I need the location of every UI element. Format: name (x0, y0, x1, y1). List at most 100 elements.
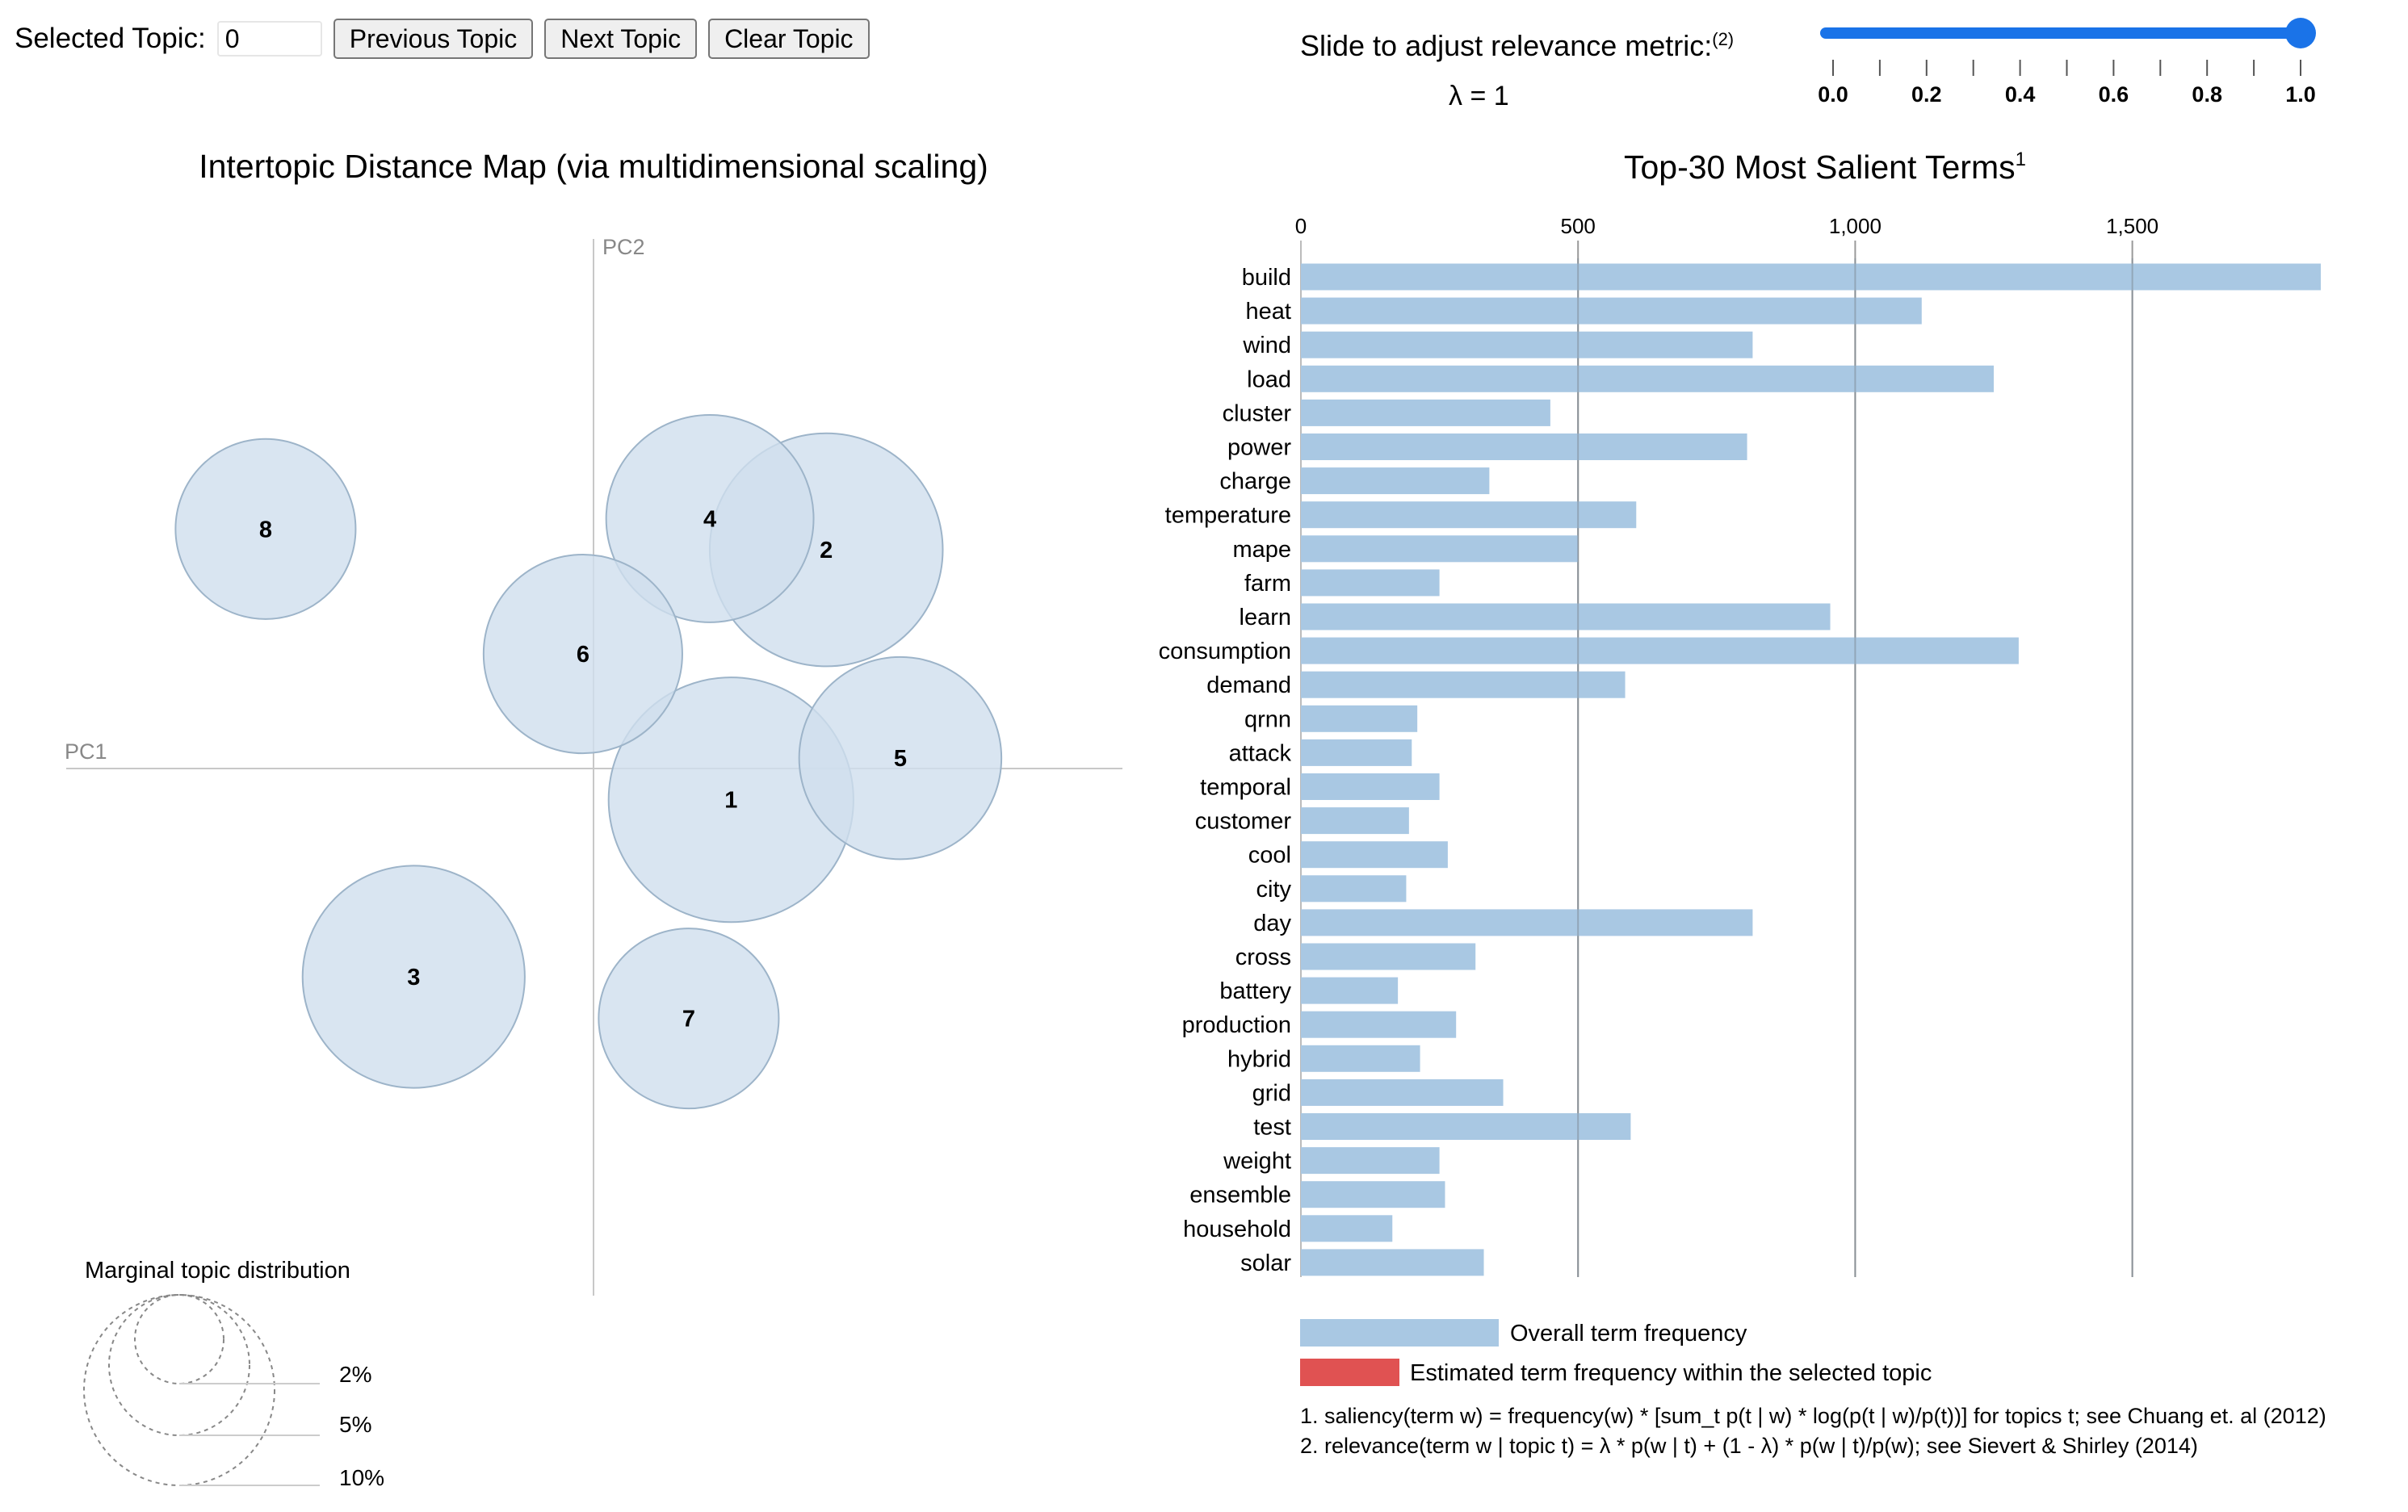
term-label: customer (1195, 809, 1292, 835)
term-label: learn (1240, 605, 1292, 630)
term-bar[interactable] (1301, 637, 2019, 664)
term-label: test (1253, 1115, 1291, 1141)
term-bar[interactable] (1301, 1045, 1420, 1072)
term-bar[interactable] (1301, 739, 1412, 766)
term-bar[interactable] (1301, 875, 1407, 903)
legend-selected-swatch (1300, 1359, 1399, 1386)
term-bar[interactable] (1301, 467, 1490, 495)
x-tick-label: 1,500 (2106, 214, 2158, 238)
x-tick-label: 500 (1561, 214, 1596, 238)
clear-topic-button[interactable]: Clear Topic (708, 19, 870, 59)
term-label: cool (1248, 843, 1291, 869)
term-label: grid (1252, 1080, 1291, 1106)
term-bar[interactable] (1301, 297, 1922, 325)
marginal-circle-10pct (83, 1294, 275, 1486)
term-bar[interactable] (1301, 365, 1995, 392)
term-bar[interactable] (1301, 263, 2321, 291)
slider-title: Slide to adjust relevance metric:(2) (1300, 29, 1734, 63)
legend-overall-label: Overall term frequency (1510, 1321, 1747, 1347)
term-label: ensemble (1189, 1183, 1291, 1208)
topic-circle[interactable] (174, 438, 357, 620)
term-bar[interactable] (1301, 909, 1753, 936)
term-bar[interactable] (1301, 807, 1409, 835)
term-bar[interactable] (1301, 1113, 1631, 1140)
slider-title-sup: (2) (1712, 29, 1735, 49)
term-label: cluster (1223, 400, 1292, 426)
term-label: city (1256, 877, 1292, 903)
slider-tick-label: 0.0 (1818, 82, 1848, 107)
term-bar[interactable] (1301, 841, 1448, 869)
term-bar[interactable] (1301, 773, 1440, 800)
topic-bubble[interactable]: 3 (301, 865, 526, 1089)
term-bar[interactable] (1301, 977, 1399, 1004)
topic-circle[interactable] (301, 865, 526, 1089)
term-bar[interactable] (1301, 535, 1579, 563)
topic-circle[interactable] (482, 554, 683, 755)
selected-topic-input[interactable] (216, 21, 322, 57)
term-label: power (1227, 435, 1291, 461)
next-topic-button[interactable]: Next Topic (544, 19, 698, 59)
marginal-legend: 2% 5% 10% (83, 1294, 384, 1490)
term-bar[interactable] (1301, 569, 1440, 597)
topic-bubble[interactable]: 6 (482, 554, 683, 755)
term-bar[interactable] (1301, 331, 1753, 358)
term-bar[interactable] (1301, 501, 1637, 529)
term-bars: 0 500 1,000 1,500 build heat wind load cluster po… (1159, 214, 2321, 1277)
topic-label: 2 (820, 538, 833, 563)
term-bar[interactable] (1301, 1147, 1440, 1175)
topic-circle[interactable] (605, 413, 815, 623)
topic-bubble[interactable]: 4 (605, 413, 815, 623)
term-label: temperature (1165, 503, 1291, 529)
term-bar[interactable] (1301, 1249, 1484, 1276)
term-label: demand (1206, 672, 1291, 698)
pc2-label: PC2 (602, 235, 645, 259)
topic-label: 6 (577, 642, 589, 668)
term-bar[interactable] (1301, 1079, 1504, 1106)
term-bar[interactable] (1301, 399, 1550, 426)
intertopic-distance-map: Intertopic Distance Map (via multidimens… (65, 148, 1122, 1490)
lambda-slider-track[interactable] (1820, 27, 2300, 39)
marginal-circle-5pct (108, 1294, 250, 1436)
term-label: battery (1219, 978, 1291, 1004)
topic-bubbles: 1 2 3 4 5 6 7 8 (174, 413, 1003, 1110)
legend-overall-swatch (1300, 1319, 1499, 1347)
term-bar[interactable] (1301, 433, 1747, 460)
term-label: cross (1235, 944, 1291, 970)
lambda-slider-thumb[interactable] (2285, 18, 2316, 48)
term-label: hybrid (1227, 1046, 1291, 1072)
topic-label: 7 (682, 1007, 695, 1032)
slider-ticks: 0.0 0.2 0.4 0.6 0.8 1.0 (1818, 60, 2316, 107)
term-bar[interactable] (1301, 1215, 1393, 1242)
topic-bubble[interactable]: 7 (598, 928, 780, 1110)
term-label: build (1242, 265, 1291, 291)
slider-tick-label: 0.8 (2192, 82, 2222, 107)
topic-bubble[interactable]: 8 (174, 438, 357, 620)
term-label: mape (1232, 537, 1291, 563)
topic-label: 8 (259, 517, 272, 542)
x-tick-label: 0 (1295, 214, 1307, 238)
slider-title-text: Slide to adjust relevance metric: (1300, 29, 1713, 62)
term-bar[interactable] (1301, 671, 1626, 698)
topic-bubble[interactable]: 5 (798, 655, 1003, 861)
term-label: wind (1242, 333, 1291, 358)
term-label: temporal (1200, 775, 1291, 801)
term-bar[interactable] (1301, 943, 1476, 970)
term-bar[interactable] (1301, 1011, 1457, 1038)
legend-selected-label: Estimated term frequency within the sele… (1410, 1360, 1932, 1386)
map-title: Intertopic Distance Map (via multidimens… (199, 148, 988, 185)
marginal-label-5pct: 5% (339, 1412, 371, 1437)
topic-label: 4 (703, 506, 716, 532)
pc1-label: PC1 (65, 739, 107, 764)
footnote-relevance: 2. relevance(term w | topic t) = λ * p(w… (1300, 1434, 2198, 1458)
previous-topic-button[interactable]: Previous Topic (333, 19, 534, 59)
term-label: attack (1229, 740, 1292, 766)
terms-title: Top-30 Most Salient Terms1 (1624, 149, 2026, 186)
term-label: production (1182, 1012, 1291, 1038)
term-bar[interactable] (1301, 603, 1831, 630)
term-bar[interactable] (1301, 1181, 1445, 1208)
topic-label: 5 (894, 746, 907, 772)
term-label: charge (1219, 469, 1291, 495)
topic-circle[interactable] (798, 655, 1003, 861)
topic-circle[interactable] (598, 928, 780, 1110)
term-bar[interactable] (1301, 705, 1418, 732)
